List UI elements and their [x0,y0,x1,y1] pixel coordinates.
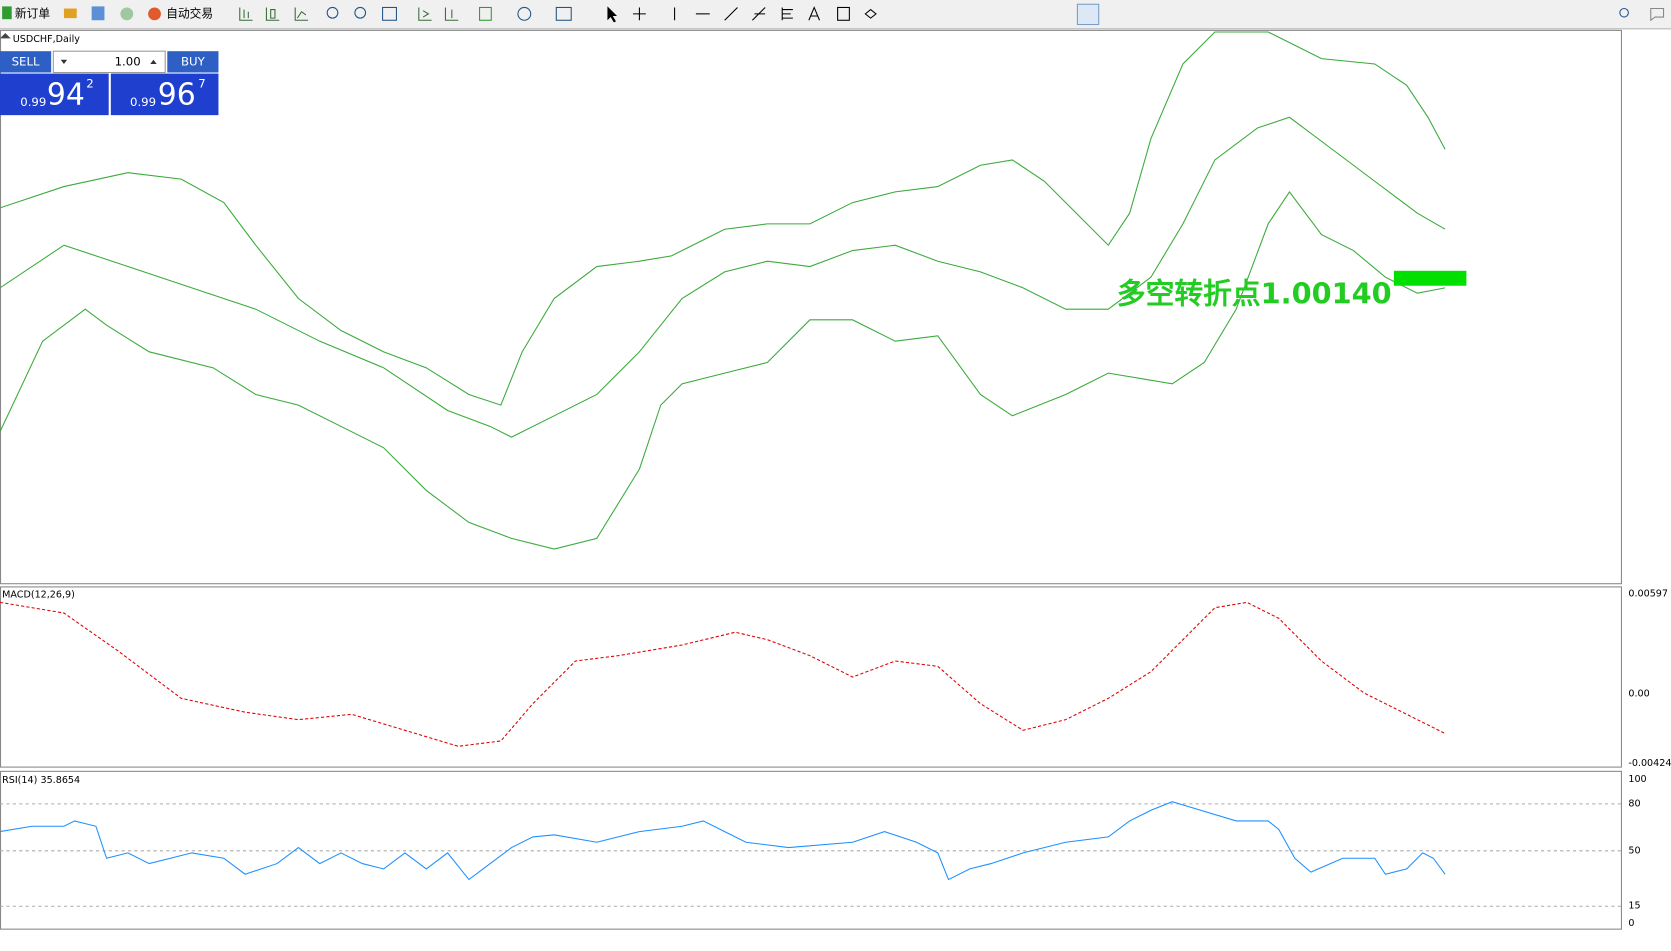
macd-panel [0,586,1622,768]
new-order-icon[interactable] [2,6,12,20]
zoom-out[interactable] [354,6,367,19]
toolbar-items: 新订单 自动交易 [2,3,1665,26]
icon[interactable] [120,7,134,21]
label-tool[interactable] [837,6,850,21]
macd-name: MACD(12,26,9) [2,589,75,600]
fibo[interactable] [781,7,793,21]
sell-label[interactable]: SELL [12,54,40,68]
toolbar [0,0,1671,29]
highlight-box [1393,270,1467,286]
sell-price-small[interactable]: 2 [86,77,93,91]
sell-button[interactable] [0,51,52,73]
macd-axis-label: -0.004243 [1628,758,1671,769]
icon[interactable] [239,7,253,21]
arrows[interactable] [864,8,877,19]
rsi-value: 35.8654 [40,775,80,786]
auto-trading-icon[interactable] [148,7,161,21]
sell-price-prefix[interactable]: 0.99 [20,95,46,109]
sell-price-box[interactable] [0,73,109,116]
icon[interactable] [265,7,280,21]
trendline[interactable] [724,7,738,21]
rsi-axis-label: 0 [1628,918,1634,929]
new-order[interactable]: 新订单 [15,6,50,20]
rsi-axis-label: 50 [1628,845,1640,856]
buy-price-big[interactable]: 96 [158,77,196,112]
rsi-axis-label: 100 [1628,774,1646,785]
macd-axis-label: 0.00597 [1628,588,1668,599]
macd-axis-label: 0.00 [1628,689,1649,700]
cursor[interactable] [607,6,618,23]
buy-price-box[interactable] [110,73,219,116]
icon[interactable] [63,8,77,19]
icon[interactable] [91,6,105,21]
toolbar-icons [239,3,1665,26]
crosshair[interactable] [633,7,646,21]
bollinger-bands [0,31,1446,550]
buy-button[interactable] [167,51,219,73]
buy-label[interactable]: BUY [181,54,206,68]
rsi-axis-label: 80 [1628,798,1640,809]
sell-price-big[interactable]: 94 [47,77,85,112]
active-tf-box [1076,3,1100,26]
icon[interactable] [479,6,492,21]
rsi-axis-label: 15 [1628,901,1640,912]
text-tool[interactable] [808,6,821,21]
icon[interactable] [555,6,572,21]
rsi-panel [0,770,1622,930]
auto-trading[interactable]: 自动交易 [166,6,213,20]
price-panel [0,29,1622,585]
icon[interactable] [517,6,532,21]
icon[interactable] [382,6,397,21]
trade-panel: SELL 1.00 BUY 0.99 94 2 0.99 96 7 [0,50,219,116]
lots-down[interactable] [60,59,68,64]
zoom-in[interactable] [326,6,339,19]
icon[interactable] [418,7,432,21]
bollinger-lower [0,190,1446,550]
chart-symbol: USDCHF,Daily [13,34,80,45]
annotation: 多空转折点1.00140 [1117,276,1392,310]
rsi-levels [0,803,1622,907]
macd-signal [0,601,1446,747]
bollinger-upper [0,31,1446,406]
buy-price-prefix[interactable]: 0.99 [130,95,156,109]
collapse-icon[interactable] [0,33,11,39]
rsi-line [0,801,1446,881]
bollinger-middle [0,116,1446,438]
buy-price-small[interactable]: 7 [198,77,205,91]
icon[interactable] [444,7,459,21]
lots-up[interactable] [150,59,157,64]
lots[interactable]: 1.00 [115,54,141,68]
rsi-name: RSI(14) [2,775,37,786]
search[interactable] [1619,7,1629,18]
icon[interactable] [294,7,308,21]
lots-input[interactable] [52,50,166,74]
chat[interactable] [1650,7,1665,22]
channel[interactable] [751,7,766,21]
